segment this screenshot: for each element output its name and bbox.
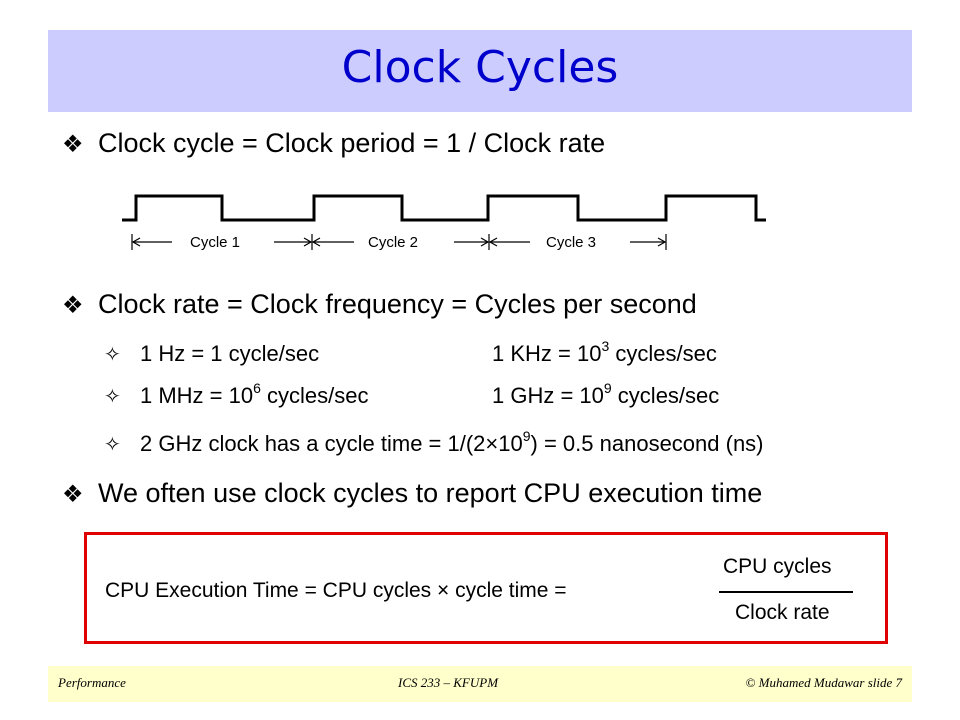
khz-text: 1 KHz = 103 cycles/sec: [492, 337, 717, 366]
mhz-text: 1 MHz = 106 cycles/sec: [140, 379, 369, 408]
clock-signal-line: [122, 194, 766, 222]
cycle-2-label: Cycle 2: [368, 234, 418, 251]
cycle-3-arrowhead-left: [488, 237, 498, 247]
cycle-1-arrowhead-right: [303, 237, 313, 247]
bullet-clock-rate: ❖ Clock rate = Clock frequency = Cycles p…: [62, 289, 697, 320]
outline-star-icon: ✧: [104, 344, 121, 366]
diamond-bullet-icon: ❖: [62, 481, 84, 508]
cycle-1-arrowhead-left: [131, 237, 141, 247]
title-band: Clock Cycles: [48, 30, 912, 112]
formula-box: CPU Execution Time = CPU cycles × cycle …: [84, 532, 888, 644]
cycle-3-arrowhead-right: [657, 237, 667, 247]
cycle-3-label: Cycle 3: [546, 234, 596, 251]
clock-waveform: Cycle 1 Cycle 2 Cycle 3: [122, 194, 766, 251]
footer-center: ICS 233 – KFUPM: [398, 675, 499, 690]
sub-bullet-hz: ✧ 1 Hz = 1 cycle/sec 1 KHz = 103 cycles/s…: [104, 339, 717, 367]
footer-right: © Muhamed Mudawar slide 7: [745, 675, 902, 690]
slide-title: Clock Cycles: [341, 42, 619, 93]
footer-band: Performance ICS 233 – KFUPM © Muhamed Mu…: [48, 666, 912, 702]
bullet-text: Clock cycle = Clock period = 1 / Clock r…: [98, 128, 606, 158]
example-text: 2 GHz clock has a cycle time = 1/(2×109)…: [140, 427, 764, 456]
ghz-text: 1 GHz = 109 cycles/sec: [492, 379, 720, 408]
bullet-text: Clock rate = Clock frequency = Cycles pe…: [98, 289, 697, 319]
outline-star-icon: ✧: [104, 434, 121, 456]
cycle-2-arrowhead-left: [311, 237, 321, 247]
fraction-bar: [719, 591, 853, 593]
fraction-denominator: Clock rate: [735, 601, 830, 624]
sub-bullet-example: ✧ 2 GHz clock has a cycle time = 1/(2×109…: [104, 427, 764, 457]
cycle-2-arrowhead-right: [480, 237, 490, 247]
bullet-text: We often use clock cycles to report CPU …: [98, 478, 763, 508]
formula-lhs: CPU Execution Time = CPU cycles × cycle …: [105, 579, 567, 602]
cycle-1-label: Cycle 1: [190, 234, 240, 251]
bullet-clock-cycle: ❖ Clock cycle = Clock period = 1 / Clock …: [62, 128, 605, 159]
diamond-bullet-icon: ❖: [62, 131, 84, 158]
bullet-cpu-time: ❖ We often use clock cycles to report CPU…: [62, 478, 762, 509]
sub-bullet-mhz: ✧ 1 MHz = 106 cycles/sec 1 GHz = 109 cycl…: [104, 379, 719, 409]
hz-text: 1 Hz = 1 cycle/sec: [140, 341, 320, 366]
fraction-numerator: CPU cycles: [723, 555, 832, 578]
footer-left: Performance: [58, 675, 126, 690]
outline-star-icon: ✧: [104, 386, 121, 408]
diamond-bullet-icon: ❖: [62, 292, 84, 319]
